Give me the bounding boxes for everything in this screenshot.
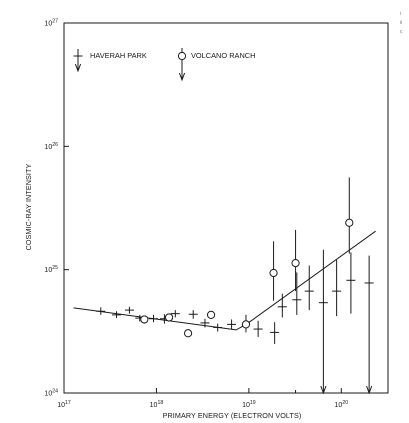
- open-circle-marker: [206, 310, 216, 319]
- x-tick-label: 1018: [150, 400, 164, 409]
- x-tick-label: 1020: [335, 400, 349, 409]
- y-tick-label: 1027: [44, 19, 58, 28]
- axis-ticks: 1017 1018 1019 1020 1024 1025 1026 1027: [44, 19, 389, 409]
- open-circle-marker: [241, 320, 251, 329]
- haverah-park-point: [318, 249, 328, 395]
- haverah-park-point: [304, 265, 314, 311]
- y-tick-label: 1024: [44, 389, 58, 398]
- legend-entry-volcano-ranch: VOLCANO RANCH: [177, 48, 255, 82]
- volcano-ranch-point: [291, 229, 300, 292]
- haverah-park-point: [270, 322, 280, 344]
- haverah-park-point: [213, 323, 223, 332]
- y-tick-label: 1025: [44, 265, 58, 274]
- open-circle-marker: [183, 329, 193, 338]
- volcano-ranch-point: [183, 329, 193, 338]
- open-circle-marker: [140, 315, 149, 324]
- haverah-park-point: [277, 293, 287, 318]
- upper-limit-arrow: [366, 385, 373, 395]
- volcano-ranch-point: [241, 314, 251, 333]
- legend-entry-haverah-park: HAVERAH PARK: [73, 49, 147, 73]
- haverah-park-point: [188, 310, 198, 319]
- edge-marks: i ii c: [400, 11, 403, 35]
- haverah-park-point: [124, 306, 134, 314]
- haverah-park-point: [292, 272, 302, 315]
- edge-mark: i: [400, 11, 401, 17]
- haverah-park-point: [96, 307, 106, 315]
- plot-frame: [63, 22, 389, 394]
- volcano-ranch-point: [345, 177, 354, 254]
- volcano-ranch-point: [206, 310, 216, 319]
- haverah-park-point: [253, 320, 263, 337]
- legend-label: HAVERAH PARK: [90, 51, 147, 60]
- x-axis-title: PRIMARY ENERGY (ELECTRON VOLTS): [163, 411, 302, 420]
- x-tick-label: 1017: [57, 400, 71, 409]
- volcano-ranch-point: [164, 313, 174, 322]
- y-axis-title: COSMIC-RAY INTENSITY: [24, 164, 33, 251]
- legend-arrow: [178, 72, 186, 82]
- haverah-park-point: [364, 255, 374, 395]
- legend: HAVERAH PARK VOLCANO RANCH: [73, 48, 255, 82]
- haverah-park-point: [346, 252, 356, 314]
- volcano-ranch-point: [269, 241, 278, 301]
- haverah-park-point: [170, 310, 180, 318]
- haverah-park-point: [227, 319, 237, 330]
- edge-mark: ii: [400, 20, 402, 26]
- y-tick-label: 1026: [44, 142, 58, 151]
- open-circle-marker: [269, 268, 278, 278]
- volcano-ranch-point: [140, 315, 149, 324]
- open-circle-marker: [164, 313, 174, 322]
- x-tick-label: 1019: [242, 400, 256, 409]
- haverah-park-point: [332, 259, 342, 317]
- upper-limit-arrow: [320, 385, 327, 395]
- legend-label: VOLCANO RANCH: [191, 51, 255, 60]
- haverah-park-point: [149, 314, 159, 323]
- legend-arrow: [74, 63, 82, 73]
- open-circle-marker: [291, 259, 300, 268]
- legend-circle: [177, 51, 187, 61]
- haverah-park-point: [112, 311, 122, 319]
- data-marks: [96, 177, 374, 395]
- edge-mark: c: [400, 29, 403, 35]
- open-circle-marker: [345, 218, 354, 227]
- haverah-park-point: [200, 318, 210, 328]
